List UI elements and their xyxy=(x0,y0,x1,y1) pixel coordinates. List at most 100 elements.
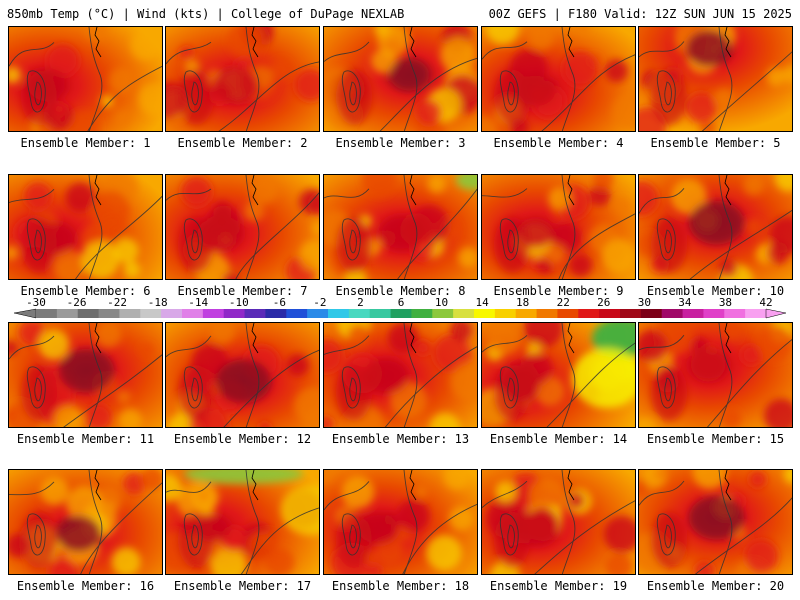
member-label: Ensemble Member: 7 xyxy=(177,284,308,298)
member-label: Ensemble Member: 14 xyxy=(489,432,628,446)
colorbar-tick-label: -22 xyxy=(107,296,128,309)
temperature-map xyxy=(481,26,636,132)
member-label: Ensemble Member: 4 xyxy=(493,136,624,150)
member-label: Ensemble Member: 1 xyxy=(20,136,151,150)
colorbar-tick-label: -14 xyxy=(188,296,209,309)
colorbar-swatch xyxy=(640,309,663,318)
colorbar-max-arrow xyxy=(765,308,787,319)
colorbar-swatch xyxy=(98,309,120,318)
temperature-map xyxy=(8,26,163,132)
colorbar-tick-label: 18 xyxy=(516,296,530,309)
colorbar-tick-label: 26 xyxy=(597,296,611,309)
temperature-map xyxy=(8,174,163,280)
temperature-map xyxy=(481,469,636,575)
member-label: Ensemble Member: 20 xyxy=(646,579,785,593)
colorbar-swatch xyxy=(369,309,392,318)
colorbar-tick-label: 38 xyxy=(718,296,733,309)
colorbar-tick-label: 22 xyxy=(556,296,570,309)
colorbar-min-arrow xyxy=(13,308,37,319)
colorbar-tick-label: -10 xyxy=(228,296,249,309)
temperature-map xyxy=(323,469,478,575)
colorbar-swatch xyxy=(411,309,433,318)
colorbar-labels: -30 -26 -22 -18 -14 -10 -6 -2 2 6 10 14 18 22 26 30 34 38… xyxy=(0,296,800,309)
temperature-map xyxy=(481,322,636,428)
temperature-map xyxy=(165,26,320,132)
temperature-map xyxy=(638,469,793,575)
member-label: Ensemble Member: 3 xyxy=(335,136,466,150)
colorbar-swatch xyxy=(620,309,642,318)
colorbar-tick-label: -30 xyxy=(26,296,46,309)
member-label: Ensemble Member: 15 xyxy=(646,432,785,446)
colorbar-tick-label: -18 xyxy=(147,296,168,309)
member-label: Ensemble Member: 17 xyxy=(173,579,312,593)
colorbar-tick-label: -2 xyxy=(313,296,327,309)
member-label: Ensemble Member: 16 xyxy=(16,579,155,593)
temperature-map xyxy=(8,322,163,428)
colorbar-tick-label: 10 xyxy=(434,296,449,309)
temperature-map xyxy=(165,322,320,428)
colorbar-swatch xyxy=(348,309,371,318)
member-label: Ensemble Member: 9 xyxy=(493,284,624,298)
colorbar-swatch xyxy=(244,309,266,318)
colorbar-swatch xyxy=(599,309,621,318)
colorbar-swatch xyxy=(161,309,183,318)
colorbar-tick-label: 30 xyxy=(637,296,651,309)
member-label: Ensemble Member: 19 xyxy=(489,579,628,593)
colorbar-swatch xyxy=(536,309,558,318)
colorbar-tick-label: 2 xyxy=(357,296,364,309)
colorbar-swatch xyxy=(307,309,329,318)
colorbar-swatch xyxy=(286,309,308,318)
temperature-map xyxy=(323,174,478,280)
colorbar-swatch xyxy=(223,309,246,318)
colorbar-tick-label: -6 xyxy=(272,296,286,309)
colorbar-swatch xyxy=(557,309,579,318)
colorbar-swatch xyxy=(182,309,204,318)
member-label: Ensemble Member: 18 xyxy=(331,579,470,593)
colorbar-tick-label: -26 xyxy=(66,296,87,309)
member-label: Ensemble Member: 12 xyxy=(173,432,312,446)
colorbar-swatch xyxy=(77,309,100,318)
temperature-map xyxy=(323,322,478,428)
colorbar-swatch xyxy=(36,309,58,318)
colorbar-tick-label: 14 xyxy=(475,296,489,309)
temperature-map xyxy=(165,174,320,280)
colorbar-tick-label: 6 xyxy=(397,296,405,309)
colorbar-swatch xyxy=(432,309,454,318)
colorbar-swatch xyxy=(515,309,538,318)
colorbar-tick-label: 34 xyxy=(678,296,692,309)
member-label: Ensemble Member: 13 xyxy=(331,432,470,446)
colorbar-swatch xyxy=(265,309,287,318)
temperature-map xyxy=(8,469,163,575)
colorbar-swatch xyxy=(494,309,517,318)
colorbar-swatch xyxy=(703,309,725,318)
member-label: Ensemble Member: 10 xyxy=(646,284,785,298)
member-label: Ensemble Member: 8 xyxy=(335,284,466,298)
temperature-map xyxy=(638,174,793,280)
member-label: Ensemble Member: 2 xyxy=(177,136,308,150)
colorbar-swatch xyxy=(682,309,704,318)
colorbar-swatch xyxy=(474,309,496,318)
temperature-map xyxy=(638,322,793,428)
member-label: Ensemble Member: 11 xyxy=(16,432,155,446)
temperature-map xyxy=(638,26,793,132)
temperature-map xyxy=(165,469,320,575)
temperature-map xyxy=(323,26,478,132)
colorbar-swatch xyxy=(202,309,225,318)
colorbar-swatch xyxy=(578,309,600,318)
colorbar-swatch xyxy=(745,309,767,318)
colorbar-swatch xyxy=(56,309,79,318)
member-label: Ensemble Member: 5 xyxy=(650,136,781,150)
colorbar-swatch xyxy=(328,309,350,318)
colorbar-swatch xyxy=(724,309,746,318)
temperature-map xyxy=(481,174,636,280)
colorbar-swatch xyxy=(390,309,412,318)
member-label: Ensemble Member: 6 xyxy=(20,284,151,298)
colorbar-swatch xyxy=(661,309,684,318)
colorbar-tick-label: 42 xyxy=(759,296,773,309)
valid-time: 00Z GEFS | F180 Valid: 12Z SUN JUN 15 20… xyxy=(488,7,792,21)
colorbar-swatch xyxy=(140,309,162,318)
colorbar-swatch xyxy=(119,309,141,318)
map-title: 850mb Temp (°C) | Wind (kts) | College o… xyxy=(7,7,405,21)
colorbar-swatch xyxy=(453,309,475,318)
colorbar xyxy=(13,308,787,319)
